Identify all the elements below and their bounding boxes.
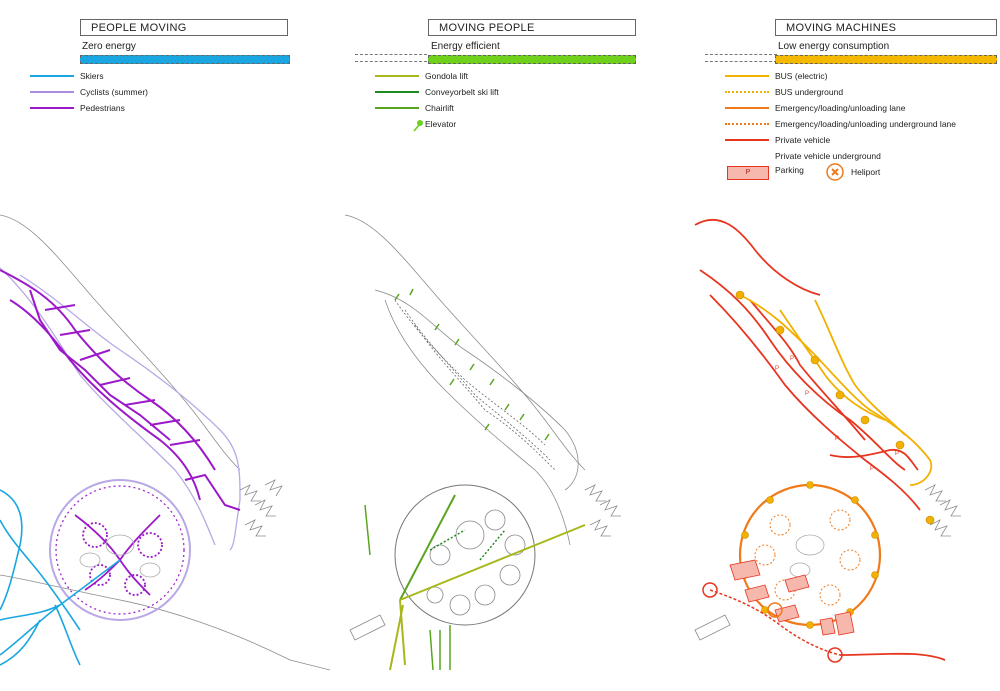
divider (355, 54, 427, 55)
divider (355, 61, 427, 62)
panel-subtitle: Energy efficient (431, 41, 500, 52)
legend-swatch (725, 75, 769, 77)
legend-label: Elevator (425, 119, 457, 129)
svg-text:P: P (790, 356, 794, 362)
svg-text:P: P (895, 451, 899, 457)
legend-swatch (725, 139, 769, 141)
svg-text:P: P (805, 391, 809, 397)
legend-swatch (375, 75, 419, 77)
panel-subtitle: Zero energy (82, 41, 136, 52)
svg-text:P: P (835, 436, 839, 442)
divider (705, 54, 777, 55)
legend-label: Emergency/loading/unloading lane (775, 103, 906, 113)
legend-swatch (30, 75, 74, 77)
energy-bar (428, 55, 636, 64)
panel-title: MOVING PEOPLE (428, 19, 636, 36)
svg-text:P: P (775, 366, 779, 372)
moving-machines-map: P P P P P P (694, 219, 961, 663)
legend-label: Pedestrians (80, 103, 125, 113)
legend-swatch (30, 107, 74, 109)
legend-label: Skiers (80, 71, 104, 81)
legend-swatch (725, 107, 769, 109)
legend-label: BUS underground (775, 87, 844, 97)
legend-label: Parking (775, 165, 804, 175)
heliport-icon (826, 163, 844, 181)
legend-swatch (375, 91, 419, 93)
legend-label: Emergency/loading/unloading underground … (775, 119, 956, 129)
panel-people-moving: PEOPLE MOVING Zero energy Skiers Cyclist… (0, 0, 330, 691)
legend-swatch (725, 91, 769, 93)
panel-moving-people: MOVING PEOPLE Energy efficient Gondola l… (345, 0, 675, 691)
legend-label: Heliport (851, 167, 881, 177)
panel-subtitle: Low energy consumption (778, 41, 890, 52)
moving-people-map (345, 214, 621, 671)
legend-label: Private vehicle underground (775, 151, 881, 161)
legend-label: Gondola lift (425, 71, 468, 81)
elevator-icon (413, 120, 423, 132)
legend-swatch (725, 123, 769, 125)
legend-label: Private vehicle (775, 135, 831, 145)
energy-bar (775, 55, 997, 64)
panel-title: MOVING MACHINES (775, 19, 997, 36)
legend-label: Cyclists (summer) (80, 87, 148, 97)
parking-icon: P (727, 166, 769, 180)
energy-bar (80, 55, 290, 64)
legend-label: Chairlift (425, 103, 454, 113)
legend-label: BUS (electric) (775, 71, 828, 81)
svg-text:P: P (870, 466, 874, 472)
legend-swatch (375, 107, 419, 109)
divider (705, 61, 777, 62)
legend-swatch (30, 91, 74, 93)
panel-title: PEOPLE MOVING (80, 19, 288, 36)
panel-moving-machines: P P P P P P (690, 0, 1000, 691)
people-moving-map (0, 214, 330, 671)
legend-label: Conveyorbelt ski lift (425, 87, 499, 97)
